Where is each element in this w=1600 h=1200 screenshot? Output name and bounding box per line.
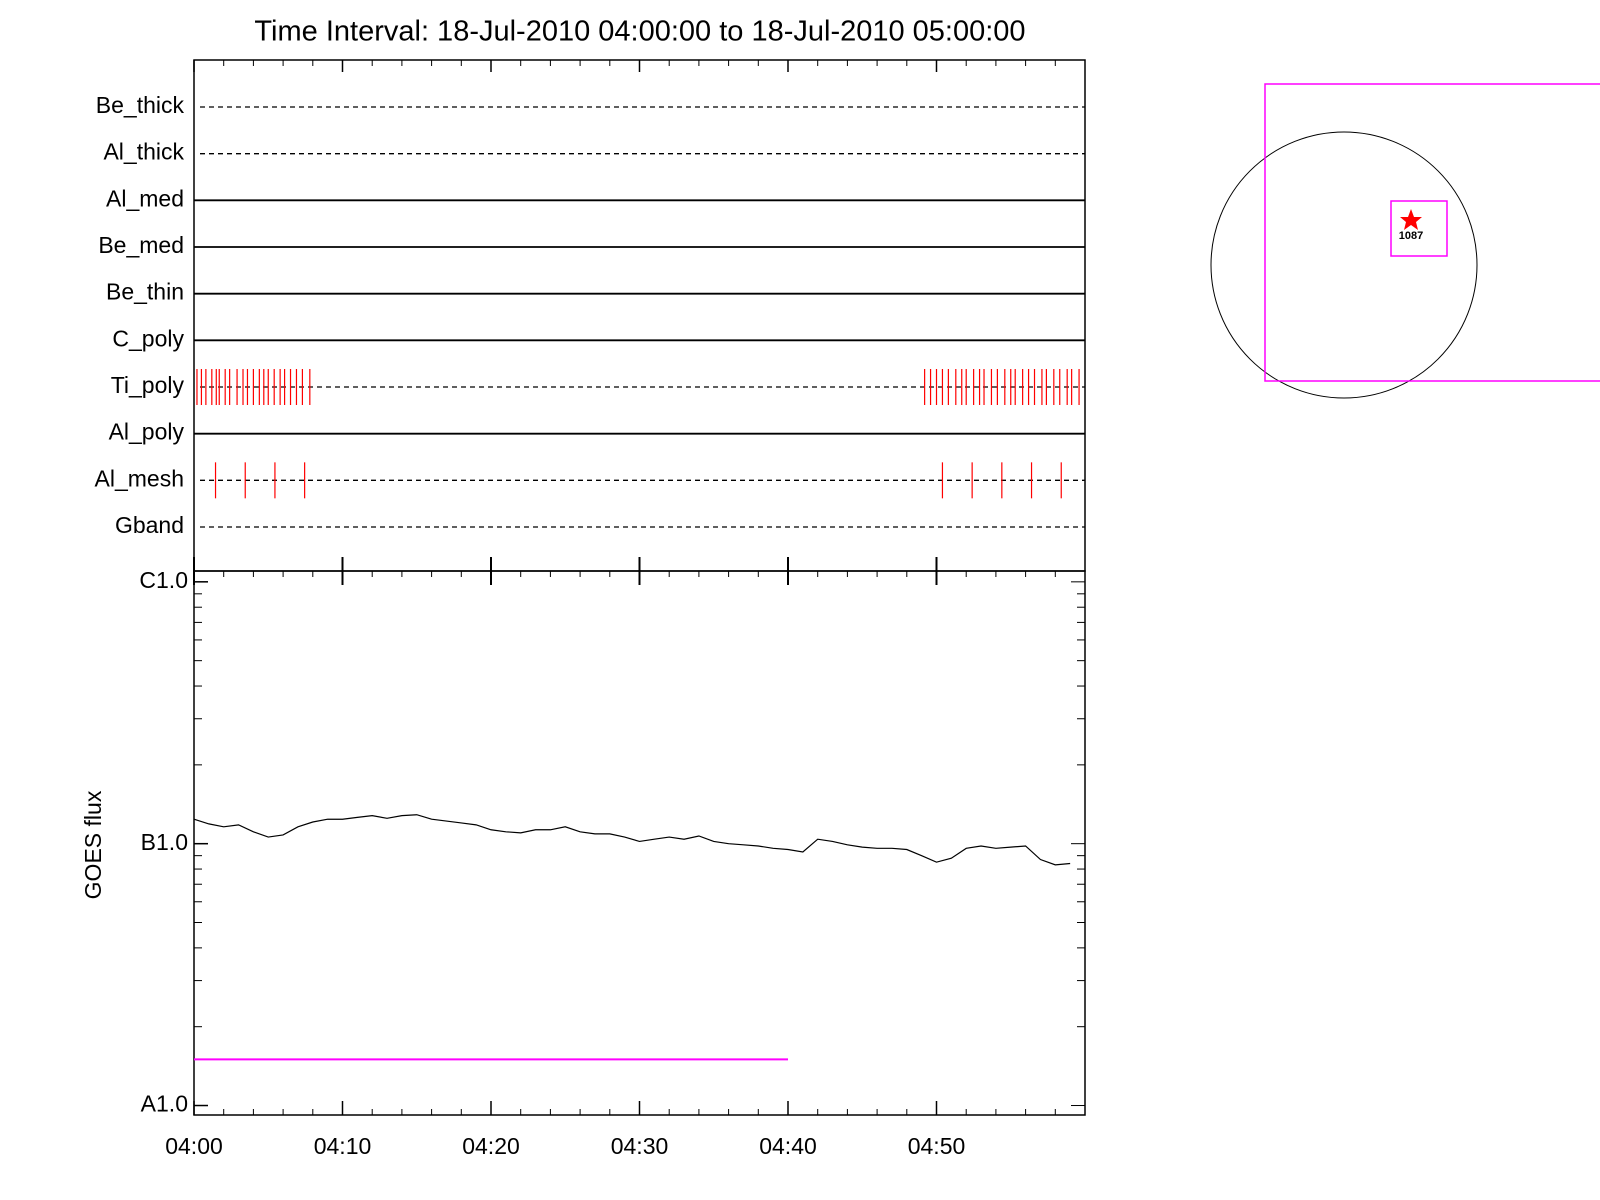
chart-title: Time Interval: 18-Jul-2010 04:00:00 to 1… — [254, 16, 1025, 48]
plot-frame — [193, 59, 1086, 572]
x-tick-label: 04:30 — [611, 1133, 669, 1159]
row-label: Al_med — [106, 185, 184, 211]
row-label: Al_poly — [109, 419, 185, 445]
y-axis-label: GOES flux — [80, 790, 106, 899]
region-star — [1400, 209, 1422, 230]
solar-map: 1087 — [1210, 83, 1600, 399]
row-label: Al_thick — [103, 139, 184, 165]
row-label: Ti_poly — [111, 372, 185, 398]
row-label: Be_thin — [106, 279, 184, 305]
region-label: 1087 — [1399, 230, 1423, 242]
row-label: Be_med — [98, 232, 184, 258]
field-of-view — [1264, 83, 1600, 382]
x-tick-label: 04:20 — [462, 1133, 520, 1159]
x-tick-label: 04:50 — [908, 1133, 966, 1159]
row-label: Be_thick — [96, 92, 185, 118]
region-box — [1390, 200, 1448, 257]
solar-disk — [1210, 131, 1478, 399]
x-tick-label: 04:00 — [165, 1133, 223, 1159]
row-label: Al_mesh — [95, 465, 184, 491]
row-label: C_poly — [112, 325, 184, 351]
data-line — [193, 814, 1071, 866]
y-tick-label: A1.0 — [141, 1091, 188, 1117]
plot-frame — [193, 570, 1086, 1116]
x-tick-label: 04:40 — [759, 1133, 817, 1159]
row-label: Gband — [115, 512, 184, 538]
y-tick-label: B1.0 — [141, 829, 188, 855]
y-tick-label: C1.0 — [139, 567, 188, 593]
x-tick-label: 04:10 — [314, 1133, 372, 1159]
